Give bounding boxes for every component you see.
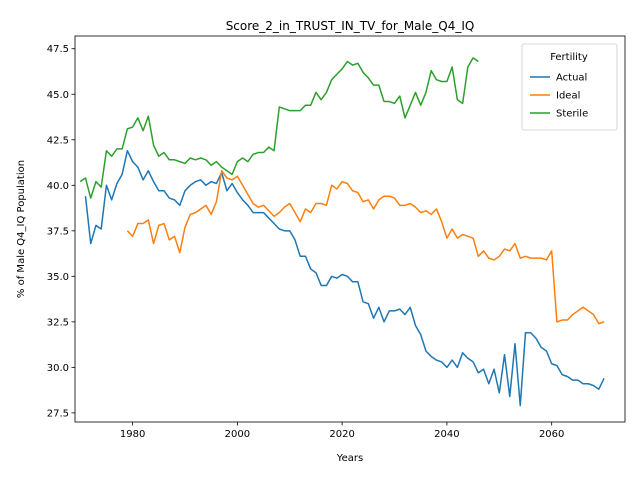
y-tick-label: 32.5 (47, 317, 69, 328)
x-tick-label: 2060 (539, 429, 564, 440)
legend-title: Fertility (550, 52, 588, 63)
series-line-sterile (79, 57, 479, 199)
y-tick-label: 35.0 (47, 272, 69, 283)
legend-label-ideal: Ideal (556, 91, 580, 102)
legend: Fertility Actual Ideal Sterile (521, 43, 618, 131)
x-tick-label: 2020 (329, 429, 354, 440)
y-tick-label: 42.5 (47, 135, 69, 146)
y-tick-label: 30.0 (47, 363, 69, 374)
series-line-ideal (126, 169, 605, 325)
y-tick-label: 40.0 (47, 181, 69, 192)
x-axis-label: Years (336, 453, 363, 464)
legend-entries: Actual Ideal Sterile (530, 73, 588, 120)
legend-label-actual: Actual (556, 73, 587, 84)
y-tick-label: 45.0 (47, 90, 69, 101)
y-tick-label: 37.5 (47, 226, 69, 237)
y-tick-label: 27.5 (47, 408, 69, 419)
legend-box (521, 43, 618, 131)
series-layer (79, 57, 605, 407)
x-tick-label: 2000 (225, 429, 250, 440)
legend-label-sterile: Sterile (556, 109, 588, 120)
x-tick-label: 2040 (434, 429, 459, 440)
y-axis: 27.5 30.0 32.5 35.0 37.5 40.0 42.5 45.0 47.5 (47, 44, 75, 419)
chart-title: Score_2_in_TRUST_IN_TV_for_Male_Q4_IQ (226, 19, 475, 33)
y-axis-label: % of Male Q4_IQ Population (16, 160, 27, 298)
plot-frame (74, 35, 626, 423)
x-axis: 1980 2000 2020 2040 2060 (120, 422, 564, 440)
series-line-actual (84, 149, 605, 407)
x-tick-label: 1980 (120, 429, 145, 440)
y-tick-label: 47.5 (47, 44, 69, 55)
